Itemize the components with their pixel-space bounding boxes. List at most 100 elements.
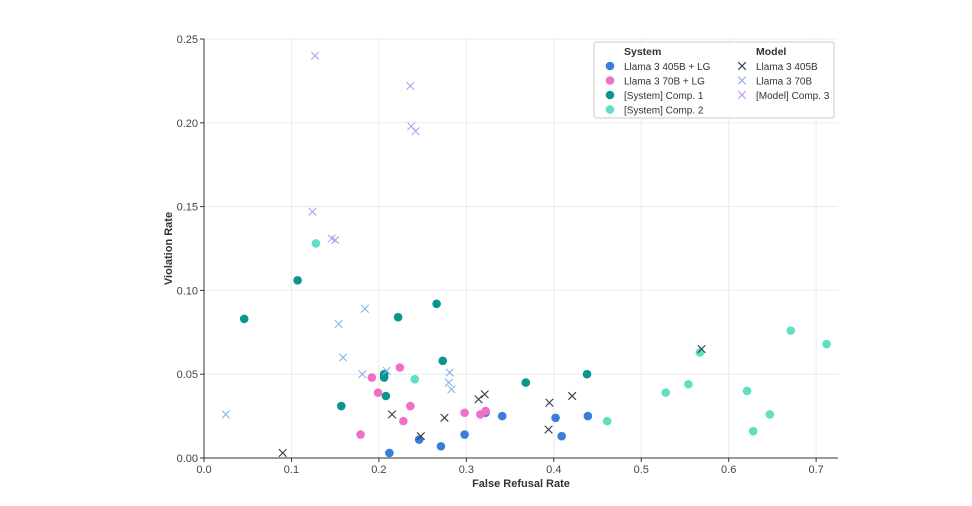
data-point [445, 368, 454, 377]
data-point [436, 441, 446, 451]
axes: 0.0 0.1 0.2 0.3 0.4 0.5 0.6 0.7 0.00 0.05 0.10 0.15… [163, 34, 838, 490]
data-point [367, 373, 377, 382]
x-tick-label: 0.0 [196, 464, 211, 476]
x-tick-label: 0.4 [546, 464, 561, 476]
data-point [460, 408, 469, 418]
data-point [336, 401, 346, 411]
legend-header: Model [756, 46, 786, 58]
y-tick-label: 0.25 [177, 34, 198, 46]
data-point [748, 426, 758, 436]
data-point [602, 416, 612, 426]
data-point [416, 432, 426, 441]
data-point [567, 391, 577, 401]
y-axis-title: Violation Rate [163, 212, 175, 285]
data-point [583, 411, 593, 421]
series-llama-3-405b-lg [385, 408, 593, 458]
x-tick-label: 0.3 [459, 464, 474, 476]
series-system-comp-1 [239, 276, 592, 411]
data-point [308, 207, 317, 216]
x-tick-label: 0.1 [284, 464, 299, 476]
legend-header: System [624, 46, 661, 58]
data-point [544, 425, 553, 434]
series-llama-3-70b-lg [356, 363, 490, 439]
legend-label: [System] Comp. 2 [624, 106, 704, 117]
data-point [480, 390, 489, 399]
data-point [330, 235, 340, 245]
series-llama-3-405b [278, 344, 706, 458]
data-points [221, 51, 831, 458]
legend: System Model Llama 3 405B + LG Llama 3 70B … [593, 41, 835, 119]
data-point [742, 386, 752, 396]
data-point [278, 448, 287, 458]
data-point [460, 430, 469, 439]
data-point [338, 353, 348, 362]
y-tick-label: 0.00 [177, 453, 198, 465]
x-tick-label: 0.7 [808, 464, 823, 476]
data-point [684, 379, 693, 389]
data-point [334, 319, 343, 329]
y-tick-label: 0.05 [177, 369, 198, 381]
x-tick-label: 0.6 [721, 464, 736, 476]
data-point [438, 356, 448, 366]
legend-label: Llama 3 70B + LG [624, 77, 705, 88]
legend-label: Llama 3 405B + LG [624, 62, 711, 73]
data-point [395, 363, 405, 372]
data-point [582, 369, 592, 379]
series-llama-3-70b [221, 304, 456, 419]
data-point [440, 413, 449, 422]
legend-marker [605, 76, 615, 85]
data-point [406, 401, 415, 411]
legend-marker [737, 61, 747, 71]
data-point [822, 339, 831, 349]
data-point [379, 373, 389, 382]
legend-marker [605, 90, 615, 100]
data-point [444, 378, 454, 387]
data-point [557, 431, 566, 441]
legend-marker [737, 90, 747, 100]
data-point [786, 326, 796, 335]
data-point [381, 391, 391, 401]
x-tick-label: 0.5 [634, 464, 649, 476]
data-point [399, 416, 408, 426]
series-system-comp-2 [311, 239, 831, 436]
legend-marker [737, 76, 747, 85]
data-point [221, 410, 231, 419]
data-point [521, 378, 531, 387]
legend-label: [Model] Comp. 3 [756, 91, 830, 102]
data-point [474, 395, 483, 404]
data-point [697, 344, 706, 354]
series-model-comp-3 [308, 51, 420, 245]
data-point [695, 348, 705, 357]
data-point [545, 398, 554, 407]
y-tick-label: 0.15 [177, 202, 198, 214]
legend-marker [605, 105, 615, 114]
data-point [432, 299, 441, 309]
data-point [239, 314, 249, 324]
x-tick-label: 0.2 [371, 464, 386, 476]
data-point [406, 81, 415, 91]
data-point [447, 385, 456, 394]
data-point [393, 312, 403, 322]
data-point [551, 413, 560, 423]
data-point [356, 430, 365, 439]
legend-box [593, 41, 835, 119]
y-tick-label: 0.20 [177, 118, 198, 130]
data-point [373, 388, 383, 397]
data-point [293, 276, 302, 285]
data-point [387, 410, 397, 419]
data-point [497, 411, 507, 421]
data-point [411, 126, 420, 136]
data-point [382, 366, 391, 376]
legend-label: Llama 3 405B [756, 62, 818, 73]
legend-marker [605, 61, 615, 71]
data-point [765, 410, 775, 419]
legend-label: [System] Comp. 1 [624, 91, 704, 102]
data-point [310, 51, 320, 60]
data-point [661, 388, 671, 397]
data-point [360, 304, 370, 314]
data-point [481, 406, 490, 416]
data-point [311, 239, 321, 248]
data-point [385, 448, 394, 458]
x-axis-title: False Refusal Rate [472, 478, 570, 490]
